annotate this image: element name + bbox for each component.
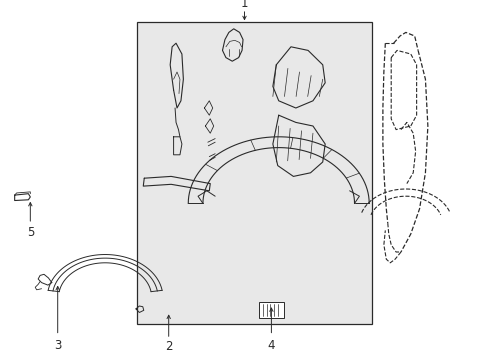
Text: 2: 2 — [164, 340, 172, 353]
FancyBboxPatch shape — [137, 22, 371, 324]
Text: 3: 3 — [54, 339, 61, 352]
FancyBboxPatch shape — [259, 302, 283, 318]
Text: 5: 5 — [26, 226, 34, 239]
Text: 1: 1 — [240, 0, 248, 10]
Text: 4: 4 — [267, 339, 275, 352]
